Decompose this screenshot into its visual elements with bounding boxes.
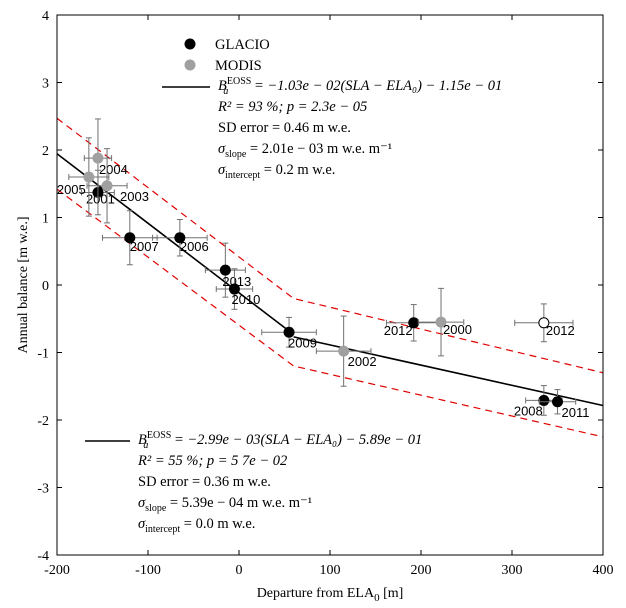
- series-glacio: 2001 2007 2006 2013 2010 2009 2012 2008 2011: [81, 169, 590, 420]
- data-label-2003: 2003: [120, 189, 149, 204]
- x-tick-label: -100: [135, 563, 161, 578]
- fit-r2: R² = 55 %; p = 5 7e − 02: [137, 453, 287, 469]
- x-tick-label: 200: [411, 563, 432, 578]
- fit-equation: BEOSS a = −2.99e − 03(SLA − ELA₀) − 5.89e…: [138, 430, 422, 451]
- fit-sd-error: SD error = 0.36 m w.e.: [138, 474, 271, 490]
- legend-label-modis: MODIS: [215, 58, 262, 74]
- data-label-2002: 2002: [348, 354, 377, 369]
- confidence-lower-band: [56, 188, 604, 438]
- y-tick-label: 1: [42, 212, 49, 227]
- fit-sigma-slope: σslope = 5.39e − 04 m w.e. m⁻¹: [138, 495, 312, 514]
- data-point-2012: [408, 317, 420, 329]
- fit-sigma-slope: σslope = 2.01e − 03 m w.e. m⁻¹: [218, 141, 392, 160]
- data-label-2006: 2006: [180, 239, 209, 254]
- legend-marker-modis: [184, 59, 196, 71]
- fit-sd-error: SD error = 0.46 m w.e.: [218, 120, 351, 136]
- data-point-2007: [124, 232, 136, 244]
- series-modis: 2004 2005 2003 2002 2000: [57, 118, 472, 387]
- data-point-2003: [101, 180, 113, 192]
- x-tick-label: -200: [44, 563, 70, 578]
- y-axis-label: Annual balance [m w.e.]: [16, 216, 31, 353]
- x-tick-label: 0: [236, 563, 243, 578]
- y-tick-label: 4: [42, 9, 49, 24]
- x-tick-label: 100: [320, 563, 341, 578]
- data-point-2006: [174, 232, 186, 244]
- data-point-2000: [435, 316, 447, 328]
- data-label-2001: 2001: [86, 192, 115, 207]
- fit-annotation-upper: BEOSS a = −1.03e − 02(SLA − ELA₀) − 1.15e…: [162, 76, 502, 181]
- data-point-2010: [228, 283, 240, 295]
- data-label-2012: 2012: [546, 323, 575, 338]
- fit-equation: BEOSS a = −1.03e − 02(SLA − ELA₀) − 1.15e…: [218, 76, 502, 97]
- confidence-upper-band: [56, 117, 604, 374]
- data-point-2012: [538, 317, 550, 329]
- data-point-2013: [219, 264, 231, 276]
- fit-sigma-intercept: σintercept = 0.2 m w.e.: [218, 162, 335, 181]
- data-label-2011: 2011: [562, 405, 590, 420]
- legend-marker-glacio: [184, 38, 196, 50]
- data-point-2009: [283, 326, 295, 338]
- data-label-2007: 2007: [130, 239, 159, 254]
- fit-annotation-lower: BEOSS a = −2.99e − 03(SLA − ELA₀) − 5.89e…: [85, 430, 422, 535]
- x-tick-label: 400: [593, 563, 614, 578]
- y-tick-label: 3: [42, 77, 49, 92]
- fit-sigma-intercept: σintercept = 0.0 m w.e.: [138, 516, 255, 535]
- y-tick-label: -3: [37, 482, 49, 497]
- plot-area: 2001 2007 2006 2013 2010 2009 2012 2008 2011 2004…: [56, 117, 604, 438]
- data-point-2004: [92, 152, 104, 164]
- y-tick-label: -4: [37, 549, 49, 564]
- x-tick-label: 300: [502, 563, 523, 578]
- data-label-2009: 2009: [288, 335, 317, 350]
- data-label-2000: 2000: [443, 322, 472, 337]
- data-label-2005: 2005: [57, 182, 86, 197]
- data-label-2004: 2004: [99, 162, 128, 177]
- legend-label-glacio: GLACIO: [215, 37, 270, 53]
- fit-annotations: GLACIO MODIS BEOSS a = −1.03e − 02(SLA − EL…: [85, 37, 502, 535]
- data-point-2008: [538, 394, 550, 406]
- data-label-2012: 2012: [384, 323, 413, 338]
- data-point-2011: [552, 396, 563, 408]
- data-label-2008: 2008: [514, 403, 543, 418]
- fit-r2: R² = 93 %; p = 2.3e − 05: [217, 99, 367, 115]
- data-label-2013: 2013: [222, 274, 251, 289]
- axes: -200 -100 0 100 200 300 400 -4 -3 -2 -1 0 1 2 3 4 Depart…: [16, 9, 614, 604]
- data-point-2002: [338, 345, 350, 357]
- y-tick-label: 2: [42, 144, 49, 159]
- x-axis-label: Departure from ELA0 [m]: [257, 586, 404, 604]
- series-excluded: 2012: [514, 303, 575, 343]
- data-point-2005: [83, 171, 95, 183]
- y-tick-label: 0: [42, 279, 49, 294]
- y-tick-label: -1: [37, 347, 49, 362]
- data-label-2010: 2010: [231, 292, 260, 307]
- fit-line-upper: [56, 153, 295, 336]
- legend: GLACIO MODIS: [184, 37, 270, 74]
- y-tick-label: -2: [37, 414, 49, 429]
